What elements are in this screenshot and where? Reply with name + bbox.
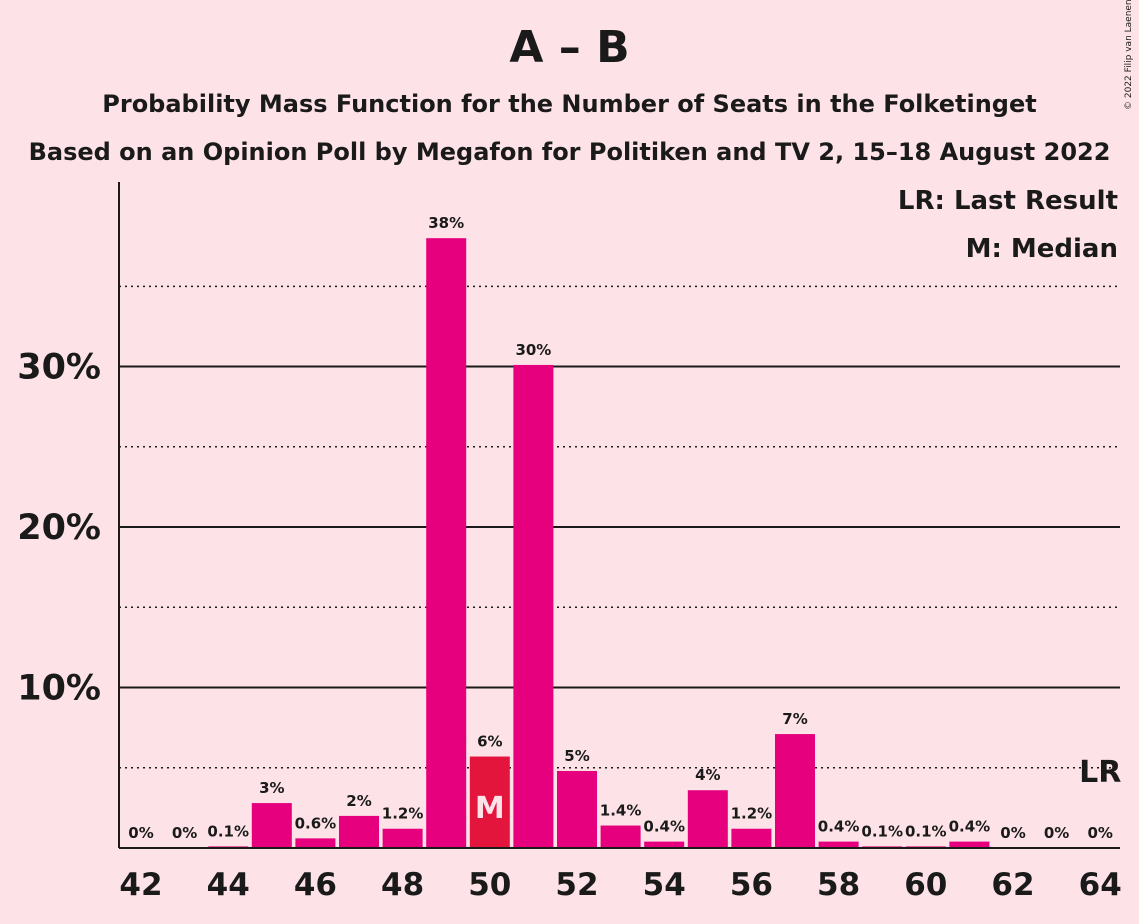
data-label: 6% <box>477 733 502 751</box>
data-label: 0.4% <box>643 818 685 836</box>
bar <box>339 815 379 848</box>
bar <box>687 790 728 848</box>
data-label: 1.2% <box>731 805 773 823</box>
median-marker: M <box>475 791 505 826</box>
data-label: 5% <box>564 747 589 765</box>
x-tick-label: 60 <box>904 867 947 903</box>
bar-median <box>469 756 510 848</box>
bar <box>295 838 336 848</box>
x-tick-label: 58 <box>817 867 860 903</box>
x-tick-label: 50 <box>468 867 511 903</box>
data-labels: 0% 0% 0.1%3%0.6%2%1.2%38%6%30%5%1.4%0.4%4%… <box>128 214 1113 842</box>
bar <box>382 828 423 848</box>
x-tick-label: 56 <box>730 867 773 903</box>
data-label: 0.4% <box>818 818 860 836</box>
x-tick-label: 64 <box>1079 867 1122 903</box>
y-axis-ticks: 10% 20% 30% <box>17 348 101 709</box>
bar <box>949 841 990 848</box>
chart-subtitle: Probability Mass Function for the Number… <box>102 90 1037 118</box>
legend-last-result: LR: Last Result <box>898 186 1118 216</box>
x-tick-label: 42 <box>119 867 162 903</box>
data-label: 0.6% <box>295 814 337 832</box>
bar <box>775 734 815 848</box>
data-label: 0% <box>172 824 197 842</box>
data-label: 30% <box>515 341 551 359</box>
data-label: 4% <box>695 766 720 784</box>
data-label: 2% <box>346 792 371 810</box>
x-tick-label: 54 <box>643 867 686 903</box>
chart-title: A – B <box>509 22 630 73</box>
data-label: 0.1% <box>861 822 903 840</box>
bar <box>818 841 859 848</box>
data-label: 0% <box>128 824 153 842</box>
x-axis-ticks: 42 44 46 48 50 52 54 56 58 60 62 64 <box>119 867 1121 903</box>
y-tick-label: 20% <box>17 508 101 548</box>
legend-median: M: Median <box>966 234 1118 264</box>
gridlines <box>119 285 1120 769</box>
data-label: 3% <box>259 779 284 797</box>
data-label: 0% <box>1000 824 1025 842</box>
x-tick-label: 46 <box>294 867 337 903</box>
data-label: 38% <box>428 214 464 232</box>
data-label: 0.1% <box>905 822 947 840</box>
bar <box>426 238 467 848</box>
data-label: 0.4% <box>949 818 991 836</box>
bar <box>557 770 597 848</box>
data-label: 1.2% <box>382 805 424 823</box>
data-label: 0% <box>1087 824 1112 842</box>
x-tick-label: 62 <box>991 867 1034 903</box>
bar <box>600 825 641 848</box>
x-tick-label: 52 <box>555 867 598 903</box>
data-label: 0% <box>1044 824 1069 842</box>
chart-source-line: Based on an Opinion Poll by Megafon for … <box>28 138 1111 166</box>
data-label: 0.1% <box>207 822 249 840</box>
x-tick-label: 44 <box>207 867 250 903</box>
bars: M LR <box>208 238 1121 848</box>
y-tick-label: 30% <box>17 348 101 388</box>
last-result-marker: LR <box>1079 755 1121 790</box>
data-label: 7% <box>782 710 807 728</box>
x-tick-label: 48 <box>381 867 424 903</box>
y-tick-label: 10% <box>17 669 101 709</box>
data-label: 1.4% <box>600 802 642 820</box>
bar <box>644 841 685 848</box>
bar <box>251 803 292 848</box>
bar <box>731 828 772 848</box>
bar <box>513 364 554 848</box>
